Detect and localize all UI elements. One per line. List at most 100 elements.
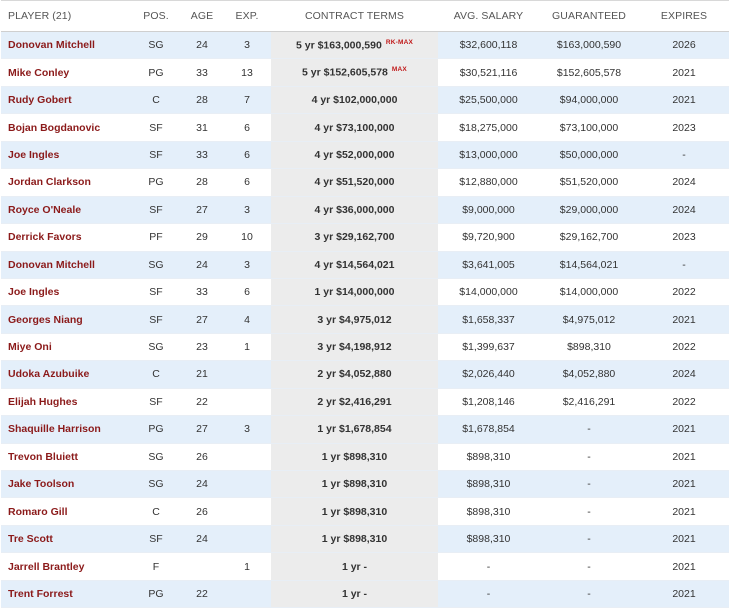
guaranteed-cell: - xyxy=(539,497,639,526)
contract-terms-text: 1 yr $898,310 xyxy=(321,450,388,463)
contract-terms-cell: 1 yr - xyxy=(271,580,438,609)
player-name-link[interactable]: Rudy Gobert xyxy=(1,86,131,115)
experience-cell xyxy=(223,497,271,526)
table-row: Romaro Gill C 26 1 yr $898,310 $898,310-2021 xyxy=(1,497,729,526)
experience-cell: 6 xyxy=(223,113,271,142)
avg-salary-cell: $1,208,146 xyxy=(438,388,539,417)
guaranteed-cell: $2,416,291 xyxy=(539,388,639,417)
player-name-link[interactable]: Shaquille Harrison xyxy=(1,415,131,444)
position-cell: PG xyxy=(131,580,181,609)
player-name-link[interactable]: Udoka Azubuike xyxy=(1,360,131,389)
experience-cell xyxy=(223,580,271,609)
player-name-link[interactable]: Mike Conley xyxy=(1,58,131,87)
table-row: Elijah Hughes SF 22 2 yr $2,416,291 $1,208,1… xyxy=(1,388,729,417)
age-cell: 23 xyxy=(181,333,223,362)
experience-cell: 13 xyxy=(223,58,271,87)
guaranteed-cell: $51,520,000 xyxy=(539,168,639,197)
expires-cell: 2021 xyxy=(639,86,729,115)
guaranteed-cell: $163,000,590 xyxy=(539,31,639,60)
contract-terms-cell: 4 yr $102,000,000 xyxy=(271,86,438,115)
contract-tag-badge: RK-MAX xyxy=(385,38,414,46)
contract-terms-cell: 3 yr $4,975,012 xyxy=(271,305,438,334)
avg-salary-cell: $898,310 xyxy=(438,525,539,554)
column-header-expires[interactable]: EXPIRES xyxy=(639,0,729,32)
column-header-age[interactable]: AGE xyxy=(181,0,223,32)
player-name-link[interactable]: Tre Scott xyxy=(1,525,131,554)
age-cell: 33 xyxy=(181,278,223,307)
player-name-link[interactable]: Joe Ingles xyxy=(1,141,131,170)
contract-terms-text: 4 yr $52,000,000 xyxy=(314,148,395,161)
player-name-link[interactable]: Miye Oni xyxy=(1,333,131,362)
expires-cell: 2024 xyxy=(639,168,729,197)
guaranteed-cell: $4,975,012 xyxy=(539,305,639,334)
contract-terms-cell: 1 yr - xyxy=(271,552,438,581)
guaranteed-cell: - xyxy=(539,580,639,609)
age-cell: 24 xyxy=(181,470,223,499)
table-row: Georges Niang SF 27 4 3 yr $4,975,012 $1,658,… xyxy=(1,305,729,334)
position-cell: C xyxy=(131,360,181,389)
player-name-link[interactable]: Jarrell Brantley xyxy=(1,552,131,581)
experience-cell xyxy=(223,443,271,472)
guaranteed-cell: - xyxy=(539,552,639,581)
avg-salary-cell: $898,310 xyxy=(438,443,539,472)
contract-terms-text: 2 yr $2,416,291 xyxy=(317,395,392,408)
position-cell: SF xyxy=(131,305,181,334)
position-cell: PG xyxy=(131,58,181,87)
column-header-exp[interactable]: EXP. xyxy=(223,0,271,32)
contract-terms-cell: 4 yr $52,000,000 xyxy=(271,141,438,170)
guaranteed-cell: $50,000,000 xyxy=(539,141,639,170)
table-row: Bojan Bogdanovic SF 31 6 4 yr $73,100,000 $18… xyxy=(1,113,729,142)
contract-terms-text: 4 yr $102,000,000 xyxy=(311,94,398,107)
avg-salary-cell: $898,310 xyxy=(438,470,539,499)
avg-salary-cell: $13,000,000 xyxy=(438,141,539,170)
guaranteed-cell: $14,564,021 xyxy=(539,251,639,279)
guaranteed-cell: - xyxy=(539,415,639,444)
position-cell: PG xyxy=(131,415,181,444)
column-header-guaranteed[interactable]: GUARANTEED xyxy=(539,0,639,32)
contract-terms-cell: 2 yr $2,416,291 xyxy=(271,388,438,417)
column-header-contract-terms[interactable]: CONTRACT TERMS xyxy=(271,0,438,32)
position-cell: PF xyxy=(131,223,181,252)
experience-cell: 6 xyxy=(223,278,271,307)
expires-cell: 2024 xyxy=(639,196,729,225)
player-name-link[interactable]: Jake Toolson xyxy=(1,470,131,499)
column-header-pos[interactable]: POS. xyxy=(131,0,181,32)
age-cell: 27 xyxy=(181,415,223,444)
table-row: Tre Scott SF 24 1 yr $898,310 $898,310-2021 xyxy=(1,525,729,554)
contract-terms-cell: 1 yr $898,310 xyxy=(271,443,438,472)
player-name-link[interactable]: Elijah Hughes xyxy=(1,388,131,417)
player-name-link[interactable]: Donovan Mitchell xyxy=(1,251,131,279)
column-header-avg-salary[interactable]: AVG. SALARY xyxy=(438,0,539,32)
contract-terms-text: 4 yr $36,000,000 xyxy=(314,203,395,216)
contract-terms-cell: 4 yr $36,000,000 xyxy=(271,196,438,225)
expires-cell: 2021 xyxy=(639,443,729,472)
player-name-link[interactable]: Romaro Gill xyxy=(1,497,131,526)
expires-cell: 2021 xyxy=(639,470,729,499)
player-name-link[interactable]: Trevon Bluiett xyxy=(1,443,131,472)
avg-salary-cell: $2,026,440 xyxy=(438,360,539,389)
expires-cell: 2021 xyxy=(639,415,729,444)
guaranteed-cell: - xyxy=(539,443,639,472)
experience-cell xyxy=(223,525,271,554)
guaranteed-cell: - xyxy=(539,470,639,499)
age-cell: 33 xyxy=(181,141,223,170)
expires-cell: 2022 xyxy=(639,388,729,417)
player-name-link[interactable]: Trent Forrest xyxy=(1,580,131,609)
player-name-link[interactable]: Bojan Bogdanovic xyxy=(1,113,131,142)
player-name-link[interactable]: Donovan Mitchell xyxy=(1,31,131,60)
player-name-link[interactable]: Joe Ingles xyxy=(1,278,131,307)
position-cell: C xyxy=(131,86,181,115)
avg-salary-cell: $12,880,000 xyxy=(438,168,539,197)
player-name-link[interactable]: Georges Niang xyxy=(1,305,131,334)
avg-salary-cell: $9,000,000 xyxy=(438,196,539,225)
player-name-link[interactable]: Jordan Clarkson xyxy=(1,168,131,197)
age-cell: 27 xyxy=(181,196,223,225)
column-header-player[interactable]: PLAYER (21) xyxy=(1,0,131,32)
contract-terms-text: 3 yr $4,198,912 xyxy=(317,341,392,354)
player-name-link[interactable]: Derrick Favors xyxy=(1,223,131,252)
player-name-link[interactable]: Royce O'Neale xyxy=(1,196,131,225)
table-row: Rudy Gobert C 28 7 4 yr $102,000,000 $25,500,… xyxy=(1,86,729,115)
avg-salary-cell: $1,399,637 xyxy=(438,333,539,362)
experience-cell: 3 xyxy=(223,415,271,444)
table-row: Udoka Azubuike C 21 2 yr $4,052,880 $2,026,4… xyxy=(1,360,729,389)
